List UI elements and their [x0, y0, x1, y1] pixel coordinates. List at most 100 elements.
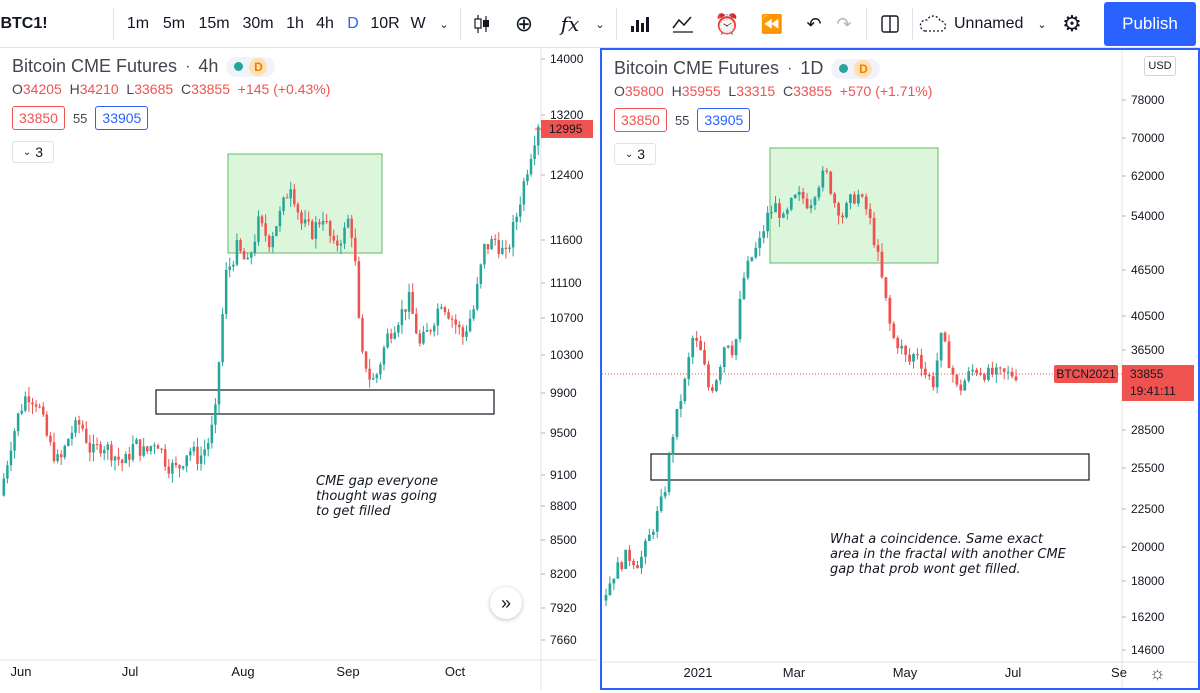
indicators-toggle[interactable]: ⌄ 3: [614, 143, 656, 165]
candle-body: [70, 432, 74, 440]
chart-canvas-left[interactable]: 14000 13200 12400 11600 11100 10700 10300 9900 9…: [0, 48, 598, 690]
candle-body: [758, 237, 762, 248]
undo-icon[interactable]: ↶: [806, 13, 822, 34]
interval-30m[interactable]: 30m: [242, 15, 274, 32]
chart-pane-right[interactable]: 78000 70000 62000 54000 46500 40500 36500 28500…: [600, 48, 1200, 690]
candle-body: [497, 240, 501, 254]
indicators-count: 3: [35, 144, 44, 160]
candle-body: [533, 145, 536, 160]
candle-body: [146, 446, 149, 452]
candle-body: [655, 510, 659, 532]
candle-body: [679, 401, 683, 409]
interval-4h[interactable]: 4h: [316, 15, 334, 32]
currency-button[interactable]: USD: [1144, 56, 1176, 76]
candle-body: [310, 221, 314, 239]
candle-body: [967, 371, 971, 381]
candle-body: [307, 219, 310, 222]
y-tick-label: 18000: [1131, 574, 1165, 588]
templates-icon[interactable]: [622, 0, 658, 48]
candle-body: [246, 257, 249, 260]
ohlc-values: O35800 H35955 L33315 C33855 +570 (+1.71%…: [614, 83, 933, 99]
market-status[interactable]: D: [226, 56, 276, 77]
replay-icon[interactable]: ⏪: [760, 13, 784, 34]
candle-body: [813, 197, 817, 206]
toolbar-divider: [866, 8, 867, 40]
y-tick-label: 8800: [550, 499, 577, 513]
interval-1h[interactable]: 1h: [286, 15, 304, 32]
candle-body: [778, 203, 781, 218]
scroll-to-realtime-icon[interactable]: »: [490, 587, 522, 619]
buy-button[interactable]: 33905: [697, 108, 751, 132]
y-tick-label: 70000: [1131, 131, 1165, 145]
candle-body: [325, 220, 328, 222]
gap-rectangle: [650, 453, 1090, 481]
candle-body: [647, 534, 651, 541]
gear-icon[interactable]: ☼: [1149, 663, 1166, 683]
y-tick-label: 28500: [1131, 423, 1165, 437]
candle-body: [536, 126, 540, 146]
candle-body: [81, 424, 84, 429]
interval-10r[interactable]: 10R: [370, 15, 400, 32]
candle-body: [841, 215, 844, 218]
y-tick-label: 10300: [550, 348, 584, 362]
candle-body: [59, 454, 63, 458]
candle-body: [651, 531, 655, 535]
candle-body: [422, 331, 425, 344]
alert-icon[interactable]: ⏰: [714, 13, 740, 36]
candle-body: [711, 387, 714, 391]
candle-body: [912, 354, 915, 362]
sell-button[interactable]: 33850: [614, 108, 667, 132]
candle-body: [171, 462, 174, 474]
indicators-icon[interactable]: fx: [560, 12, 580, 36]
sell-button[interactable]: 33850: [12, 106, 65, 130]
interval-d[interactable]: D: [347, 15, 359, 32]
candle-body: [56, 454, 59, 462]
layout-icon[interactable]: [872, 0, 908, 48]
toolbar-divider: [113, 8, 114, 40]
candle-body: [849, 194, 852, 203]
ohlc-low: 33685: [134, 81, 174, 97]
candle-body: [526, 174, 529, 182]
candles-icon[interactable]: [466, 0, 498, 48]
chevron-down-icon[interactable]: ⌄: [439, 18, 449, 31]
candle-body: [228, 266, 232, 270]
chart-type-icon[interactable]: [664, 0, 702, 48]
indicators-toggle[interactable]: ⌄ 3: [12, 141, 54, 163]
chart-canvas-right[interactable]: 78000 70000 62000 54000 46500 40500 36500 28500…: [602, 50, 1198, 688]
candle-body: [332, 235, 336, 241]
interval-5m[interactable]: 5m: [162, 15, 186, 32]
publish-button[interactable]: Publish: [1104, 2, 1196, 46]
candle-body: [789, 197, 793, 210]
symbol-search-button[interactable]: BTC1!: [0, 15, 48, 32]
candle-body: [943, 332, 947, 342]
y-tick-label: 46500: [1131, 263, 1165, 277]
buy-button[interactable]: 33905: [95, 106, 149, 130]
gear-icon[interactable]: ⚙: [1062, 11, 1082, 36]
candle-body: [206, 443, 210, 450]
candle-body: [189, 451, 192, 456]
annotation-text-right[interactable]: What a coincidence. Same exact area in t…: [830, 532, 1066, 577]
candle-body: [289, 189, 292, 199]
chart-pane-left[interactable]: 14000 13200 12400 11600 11100 10700 10300 9900 9…: [0, 48, 598, 690]
candle-body: [128, 454, 131, 460]
candle-body: [242, 251, 246, 260]
redo-icon[interactable]: ↷: [836, 13, 852, 34]
candle-body: [821, 170, 825, 188]
delayed-badge: D: [249, 57, 268, 76]
market-status[interactable]: D: [831, 58, 881, 79]
candle-body: [364, 351, 368, 369]
interval-1m[interactable]: 1m: [126, 15, 150, 32]
indicators-count: 3: [637, 146, 646, 162]
interval-15m[interactable]: 15m: [198, 15, 230, 32]
candle-body: [257, 216, 260, 242]
pane-legend: Bitcoin CME Futures · 4h D: [12, 56, 276, 77]
candle-body: [135, 439, 138, 445]
candle-body: [224, 269, 228, 315]
annotation-text-left[interactable]: CME gap everyone thought was going to ge…: [316, 474, 439, 519]
layout-name-button[interactable]: Unnamed ⌄: [918, 0, 1052, 48]
chevron-down-icon[interactable]: ⌄: [595, 18, 605, 31]
interval-w[interactable]: W: [410, 15, 426, 32]
candle-body: [671, 436, 675, 455]
add-compare-icon[interactable]: ⊕: [514, 11, 534, 36]
candle-body: [604, 595, 608, 601]
